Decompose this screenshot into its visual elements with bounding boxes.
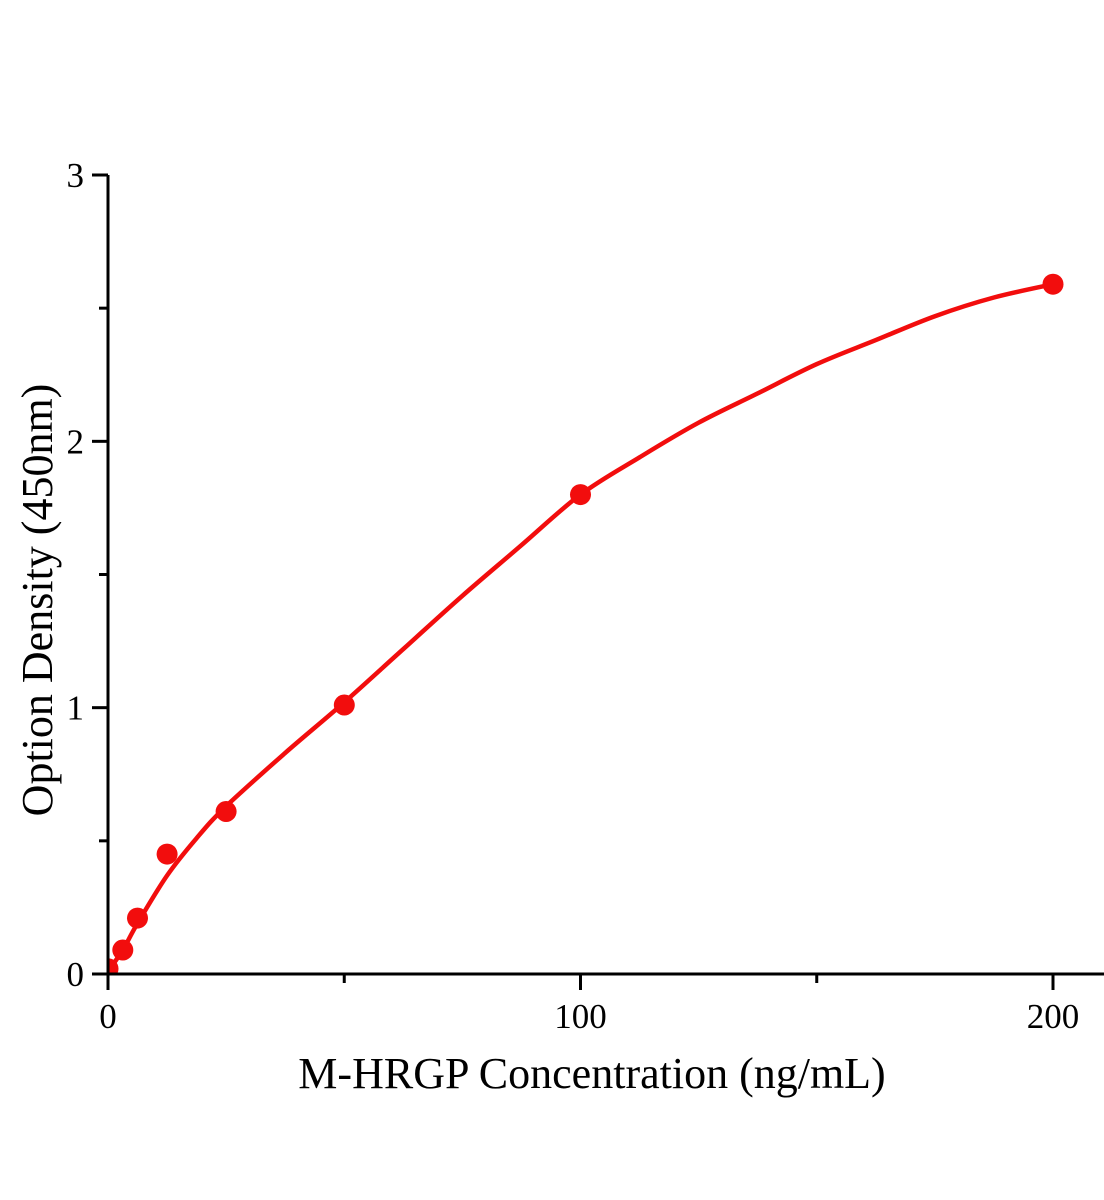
y-tick-label-3: 3 xyxy=(67,156,85,195)
x-axis-title: M-HRGP Concentration (ng/mL) xyxy=(298,1049,885,1098)
x-tick-label-200: 200 xyxy=(1027,997,1080,1036)
x-tick-label-0: 0 xyxy=(99,997,117,1036)
data-point xyxy=(112,939,134,961)
y-tick-label-0: 0 xyxy=(67,955,85,994)
data-point xyxy=(570,484,591,506)
tick-label-layer: 0 100 200 0 1 2 3 xyxy=(67,156,1080,1036)
y-tick-label-1: 1 xyxy=(67,689,85,728)
data-point xyxy=(127,907,148,929)
y-axis-title: Option Density (450nm) xyxy=(13,384,62,817)
y-tick-label-2: 2 xyxy=(67,422,85,461)
data-point xyxy=(215,801,237,822)
data-point xyxy=(156,843,178,865)
fit-curve xyxy=(107,281,1056,974)
data-point xyxy=(1042,273,1064,295)
plot-layer xyxy=(107,273,1064,974)
x-tick-label-100: 100 xyxy=(554,997,607,1036)
axis-layer xyxy=(92,173,1104,990)
data-point xyxy=(107,958,119,974)
data-point xyxy=(333,694,355,716)
